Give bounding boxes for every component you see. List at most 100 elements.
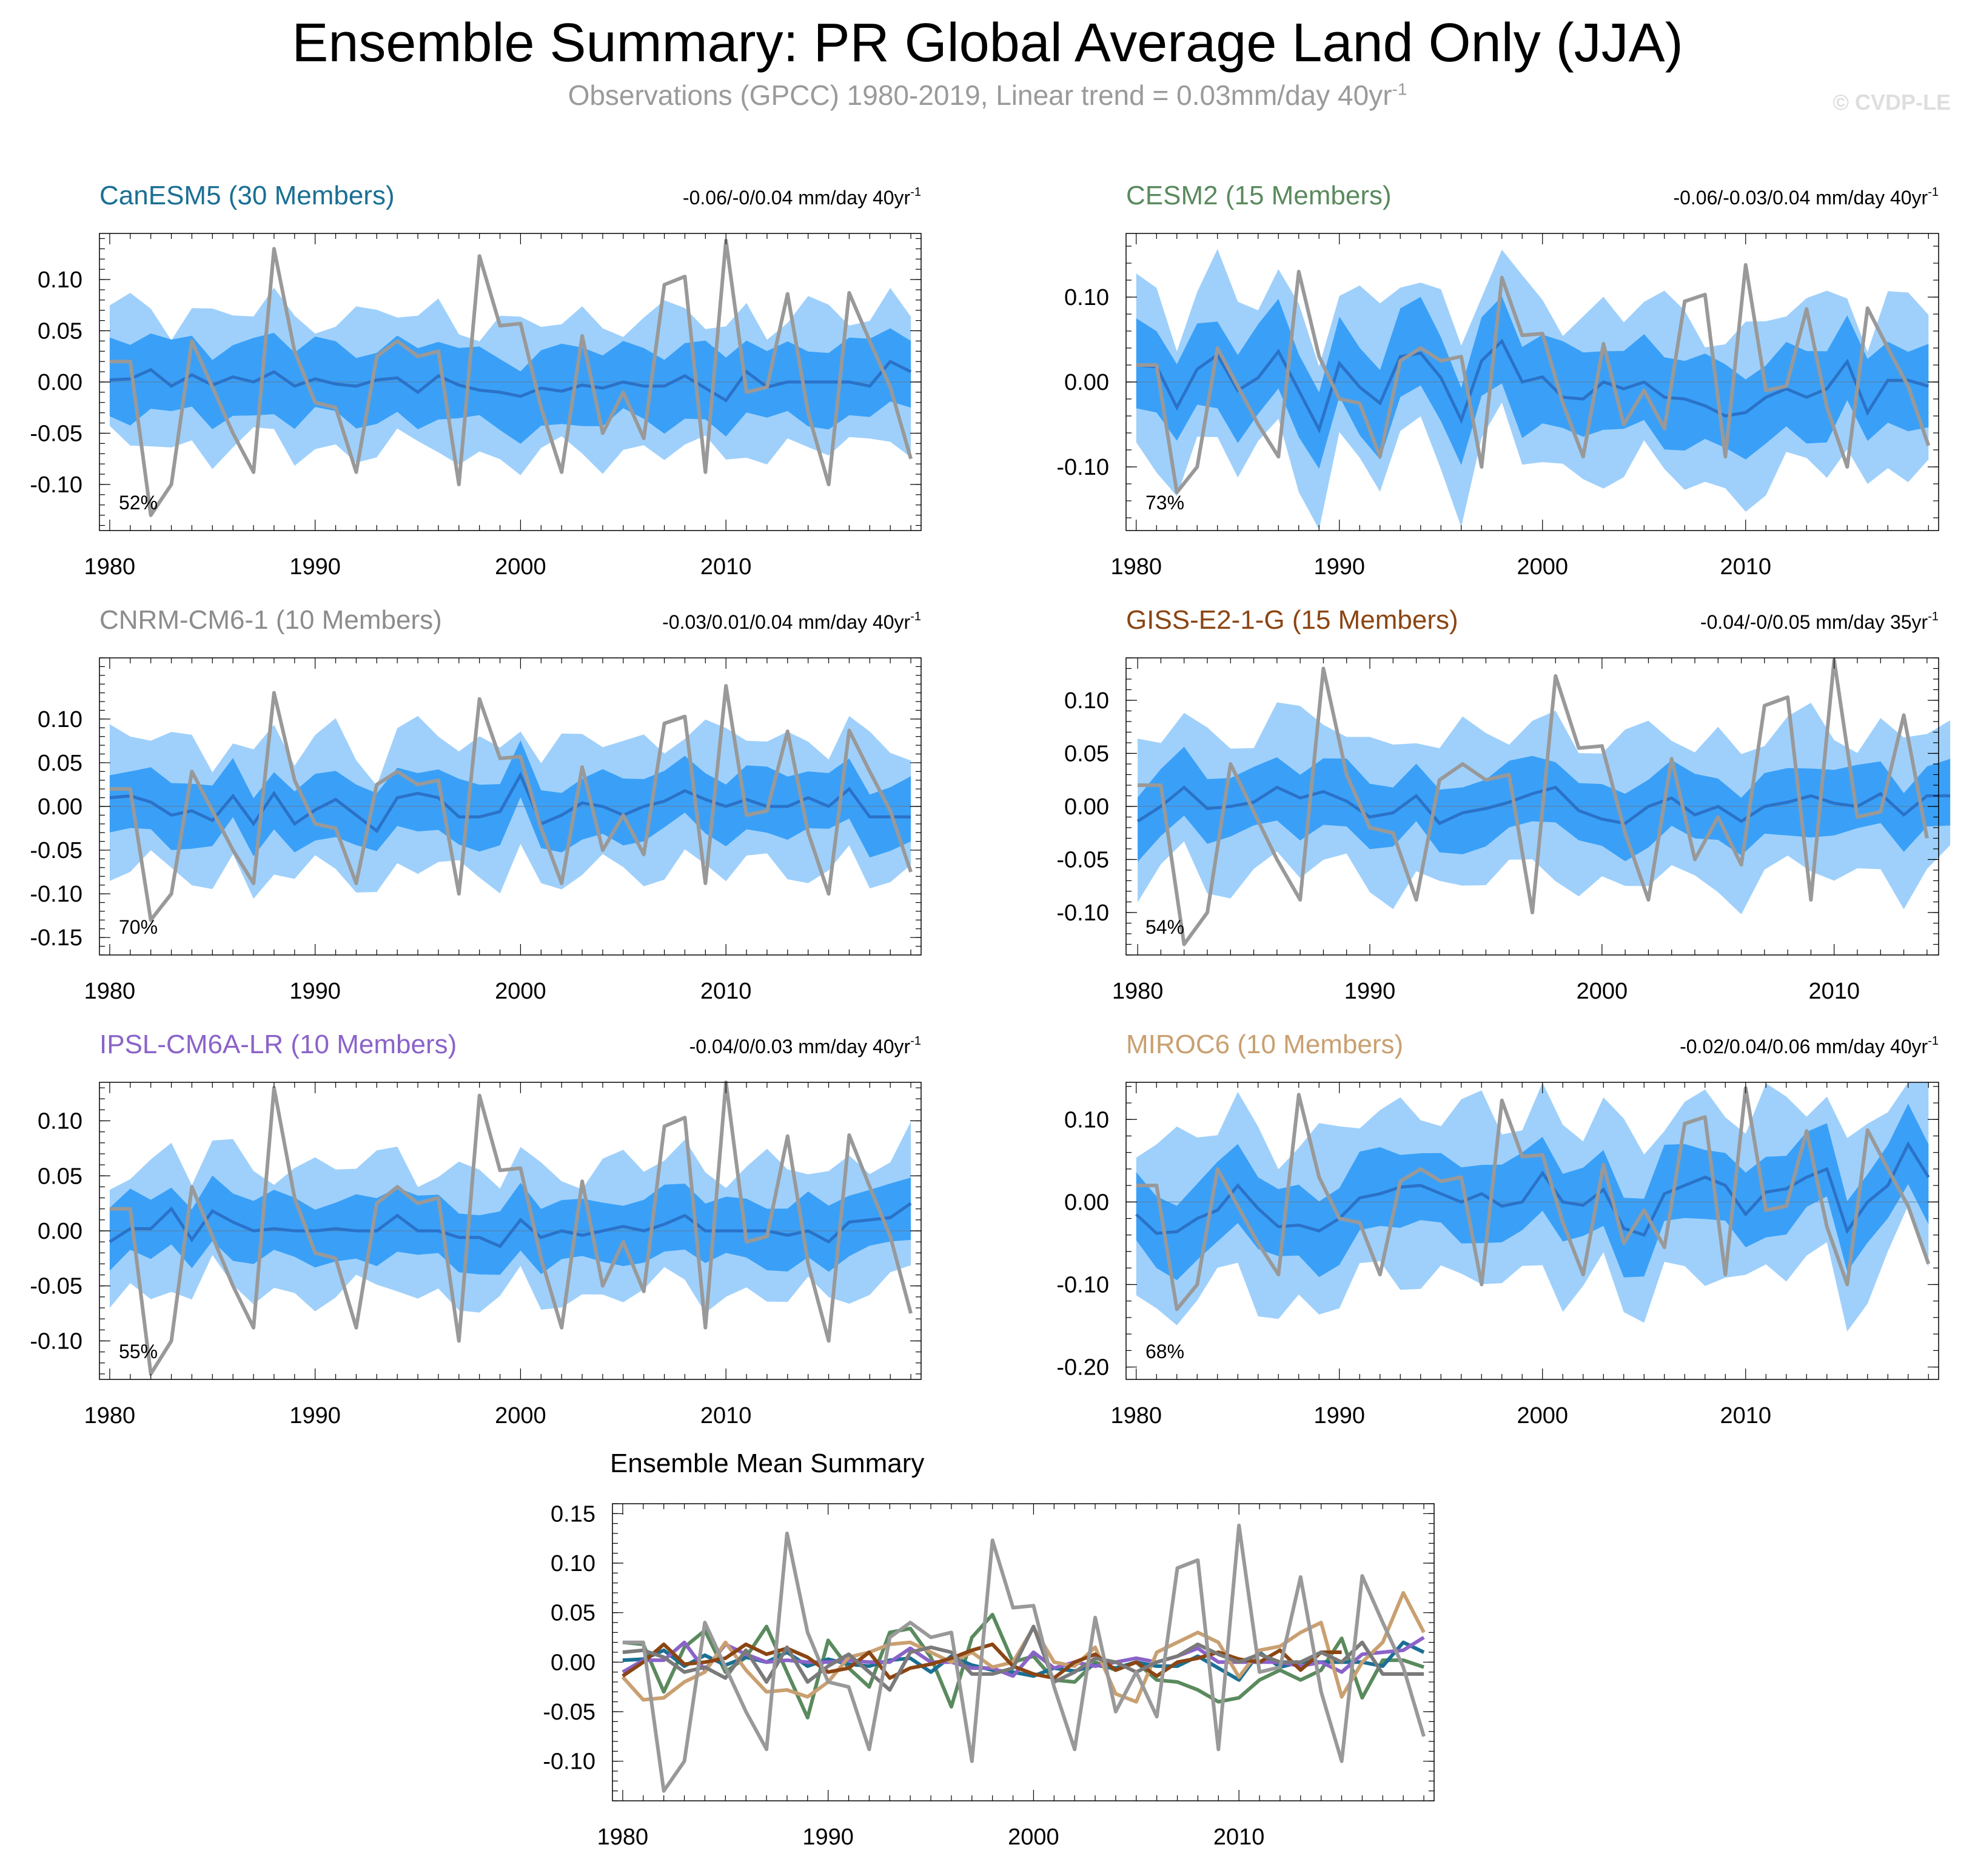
y-tick-label: -0.10 [1056, 900, 1109, 926]
x-tick-label: 2000 [1517, 1403, 1568, 1429]
observations-line [109, 684, 913, 922]
x-tick-label: 2010 [1720, 1403, 1771, 1429]
trend-superscript: -1 [1928, 186, 1939, 199]
series-line-CESM2 [622, 1612, 1425, 1720]
y-tick-label: 0.05 [38, 1164, 82, 1189]
trend-label: -0.04/-0/0.05 mm/day 35yr-1 [1700, 610, 1939, 633]
panel-title: Ensemble Mean Summary [610, 1449, 924, 1478]
trend-label: -0.02/0.04/0.06 mm/day 40yr-1 [1680, 1034, 1939, 1057]
panel-title: CNRM-CM6-1 (10 Members) [99, 605, 442, 635]
x-tick-label: 1980 [1112, 979, 1164, 1004]
x-tick-label: 1980 [84, 979, 136, 1004]
panel-title: CESM2 (15 Members) [1126, 181, 1392, 210]
y-tick-label: 0.00 [1064, 370, 1109, 395]
trend-label: -0.06/-0/0.04 mm/day 40yr-1 [683, 186, 921, 209]
x-tick-label: 2000 [1577, 979, 1628, 1004]
figure-title: Ensemble Summary: PR Global Average Land… [292, 13, 1683, 73]
x-tick-label: 2000 [495, 979, 546, 1004]
percent-label: 52% [119, 492, 158, 514]
y-tick-label: -0.10 [1056, 1272, 1109, 1298]
observations-line [622, 1523, 1426, 1793]
y-tick-label: 0.00 [551, 1650, 595, 1675]
trend-superscript: -1 [910, 1034, 921, 1048]
y-tick-label: -0.10 [30, 1328, 82, 1354]
x-tick-label: 1990 [1313, 554, 1365, 580]
trend-text: -0.02/0.04/0.06 mm/day 40yr [1680, 1036, 1928, 1057]
y-tick-label: -0.10 [30, 472, 82, 498]
trend-text: -0.04/-0/0.05 mm/day 35yr [1700, 611, 1928, 633]
y-tick-label: 0.05 [38, 751, 82, 776]
y-tick-label: 0.10 [38, 707, 82, 732]
panel-title: IPSL-CM6A-LR (10 Members) [99, 1030, 457, 1059]
series-line-IPSL-CM6A-LR [622, 1635, 1425, 1678]
chart-panel-7: 1980 1990 2000 2010 -0.10 -0.05 0.00 0.05 0.10 0.… [543, 1449, 1435, 1850]
inner-spread-band [1136, 1104, 1929, 1281]
panel-title: GISS-E2-1-G (15 Members) [1126, 605, 1458, 635]
copyright-label: © CVDP-LE [1832, 90, 1951, 115]
y-tick-label: -0.05 [30, 838, 82, 863]
subtitle-text: Observations (GPCC) 1980-2019, Linear tr… [568, 79, 1392, 111]
trend-label: -0.04/0/0.03 mm/day 40yr-1 [689, 1034, 921, 1057]
x-tick-label: 2000 [495, 554, 546, 580]
subtitle-superscript: -1 [1392, 79, 1407, 99]
chart-panel-6: 1980 1990 2000 2010 -0.20 -0.10 0.00 0.10 68% MIR… [1056, 1030, 1939, 1429]
trend-label: -0.03/0.01/0.04 mm/day 40yr-1 [662, 610, 921, 633]
y-tick-label: -0.15 [30, 925, 82, 951]
y-tick-label: -0.05 [1056, 848, 1109, 873]
trend-text: -0.06/-0/0.04 mm/day 40yr [683, 187, 911, 209]
percent-label: 68% [1145, 1341, 1184, 1362]
x-tick-label: 1980 [1110, 554, 1162, 580]
chart-panel-1: 1980 1990 2000 2010 -0.10 -0.05 0.00 0.05 0.10 52… [30, 181, 922, 580]
trend-text: -0.04/0/0.03 mm/day 40yr [689, 1036, 911, 1057]
x-tick-label: 1990 [289, 1403, 341, 1429]
x-tick-label: 2010 [1213, 1824, 1265, 1850]
series-line-CNRM-CM6-1 [622, 1624, 1424, 1692]
observations-line [1138, 658, 1929, 946]
y-tick-label: -0.05 [30, 1274, 82, 1299]
percent-label: 70% [119, 916, 158, 938]
x-tick-label: 2010 [700, 554, 752, 580]
trend-superscript: -1 [910, 186, 921, 199]
x-tick-label: 2010 [1808, 979, 1860, 1004]
y-tick-label: 0.10 [551, 1551, 595, 1576]
y-tick-label: -0.05 [30, 421, 82, 446]
panel-title: MIROC6 (10 Members) [1126, 1030, 1403, 1059]
x-tick-label: 2000 [1517, 554, 1568, 580]
x-tick-label: 1990 [802, 1824, 854, 1850]
y-tick-label: 0.10 [1064, 688, 1109, 714]
y-tick-label: -0.05 [543, 1700, 595, 1725]
y-tick-label: -0.20 [1056, 1355, 1109, 1381]
plot-frame [1125, 1082, 1939, 1380]
y-tick-label: 0.15 [551, 1501, 595, 1527]
x-tick-label: 1980 [1110, 1403, 1162, 1429]
ensemble-mean-line [1136, 338, 1930, 434]
y-tick-label: 0.00 [1064, 794, 1109, 820]
y-tick-label: -0.10 [30, 882, 82, 907]
x-tick-label: 1980 [84, 554, 136, 580]
trend-text: -0.03/0.01/0.04 mm/day 40yr [662, 611, 910, 633]
observations-line [1136, 263, 1931, 494]
y-tick-label: 0.05 [38, 319, 82, 344]
x-tick-label: 2010 [700, 979, 752, 1004]
y-tick-label: 0.00 [1064, 1190, 1109, 1215]
x-tick-label: 2000 [495, 1403, 546, 1429]
x-tick-label: 1990 [1344, 979, 1396, 1004]
y-tick-label: 0.00 [38, 370, 82, 395]
panel-title: CanESM5 (30 Members) [99, 181, 395, 210]
trend-superscript: -1 [1928, 1034, 1939, 1048]
x-tick-label: 2010 [700, 1403, 752, 1429]
trend-text: -0.06/-0.03/0.04 mm/day 40yr [1673, 187, 1928, 209]
observations-line [1136, 1086, 1931, 1312]
percent-label: 54% [1145, 916, 1184, 938]
chart-panel-3: 1980 1990 2000 2010 -0.15 -0.10 -0.05 0.00 0.05 0… [30, 605, 922, 1004]
y-tick-label: 0.10 [1064, 1107, 1109, 1133]
x-tick-label: 1990 [289, 554, 341, 580]
y-tick-label: 0.05 [551, 1601, 595, 1626]
ensemble-mean-line [109, 771, 911, 834]
ensemble-mean-line [109, 1202, 912, 1248]
observations-line [109, 238, 913, 517]
observations-line [109, 1080, 913, 1376]
chart-panel-2: 1980 1990 2000 2010 -0.10 0.00 0.10 73% CESM2 (1… [1056, 181, 1939, 580]
trend-superscript: -1 [910, 610, 921, 623]
y-tick-label: 0.00 [38, 794, 82, 820]
